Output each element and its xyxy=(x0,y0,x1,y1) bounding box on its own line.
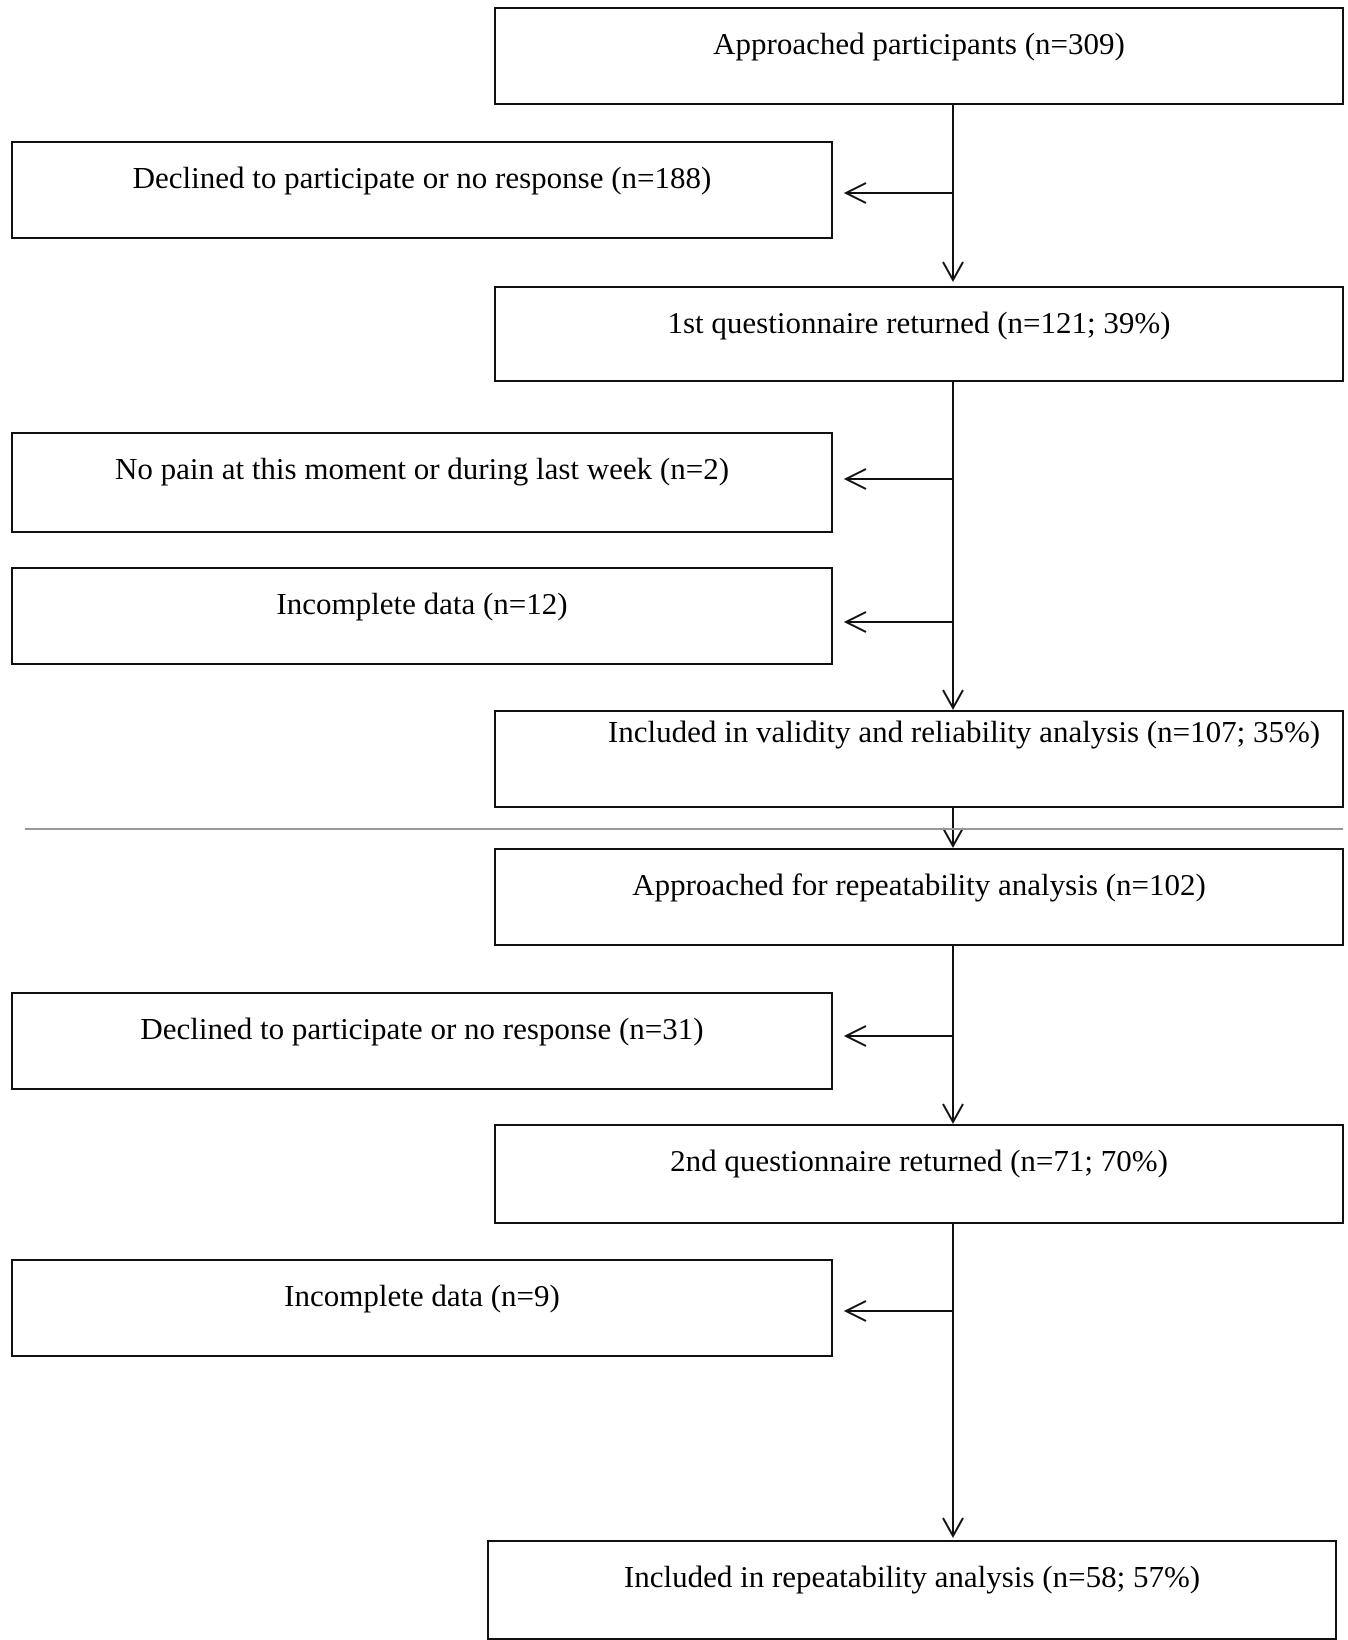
no-pain-label: No pain at this moment or during last we… xyxy=(114,451,730,486)
down-arrowhead-2 xyxy=(942,689,964,711)
approached-participants-box: Approached participants (n=309) xyxy=(494,7,1344,105)
second-questionnaire-box: 2nd questionnaire returned (n=71; 70%) xyxy=(494,1124,1344,1224)
declined-first-label: Declined to participate or no response (… xyxy=(132,160,712,195)
incomplete-first-box: Incomplete data (n=12) xyxy=(11,567,833,665)
left-arrowhead-1 xyxy=(843,182,867,204)
included-validity-label: Included in validity and reliability ana… xyxy=(607,714,1321,749)
down-arrowhead-1 xyxy=(942,261,964,283)
declined-first-box: Declined to participate or no response (… xyxy=(11,141,833,239)
declined-second-box: Declined to participate or no response (… xyxy=(11,992,833,1090)
included-repeat-box: Included in repeatability analysis (n=58… xyxy=(487,1540,1337,1640)
incomplete-first-label: Incomplete data (n=12) xyxy=(276,586,568,621)
left-arrowhead-3 xyxy=(843,611,867,633)
included-validity-box: Included in validity and reliability ana… xyxy=(494,710,1344,808)
approached-repeat-label: Approached for repeatability analysis (n… xyxy=(632,867,1206,902)
included-repeat-label: Included in repeatability analysis (n=58… xyxy=(623,1559,1201,1594)
left-arrowhead-5 xyxy=(843,1300,867,1322)
approached-participants-label: Approached participants (n=309) xyxy=(713,26,1125,61)
left-arrowhead-2 xyxy=(843,468,867,490)
declined-second-label: Declined to participate or no response (… xyxy=(140,1011,704,1046)
approached-repeat-box: Approached for repeatability analysis (n… xyxy=(494,848,1344,946)
down-arrowhead-3 xyxy=(942,827,964,849)
first-questionnaire-label: 1st questionnaire returned (n=121; 39%) xyxy=(667,305,1171,340)
second-questionnaire-label: 2nd questionnaire returned (n=71; 70%) xyxy=(670,1143,1168,1178)
first-questionnaire-box: 1st questionnaire returned (n=121; 39%) xyxy=(494,286,1344,382)
left-arrowhead-4 xyxy=(843,1025,867,1047)
down-arrowhead-5 xyxy=(942,1517,964,1539)
down-arrowhead-4 xyxy=(942,1103,964,1125)
incomplete-second-label: Incomplete data (n=9) xyxy=(284,1278,560,1313)
incomplete-second-box: Incomplete data (n=9) xyxy=(11,1259,833,1357)
no-pain-box: No pain at this moment or during last we… xyxy=(11,432,833,533)
